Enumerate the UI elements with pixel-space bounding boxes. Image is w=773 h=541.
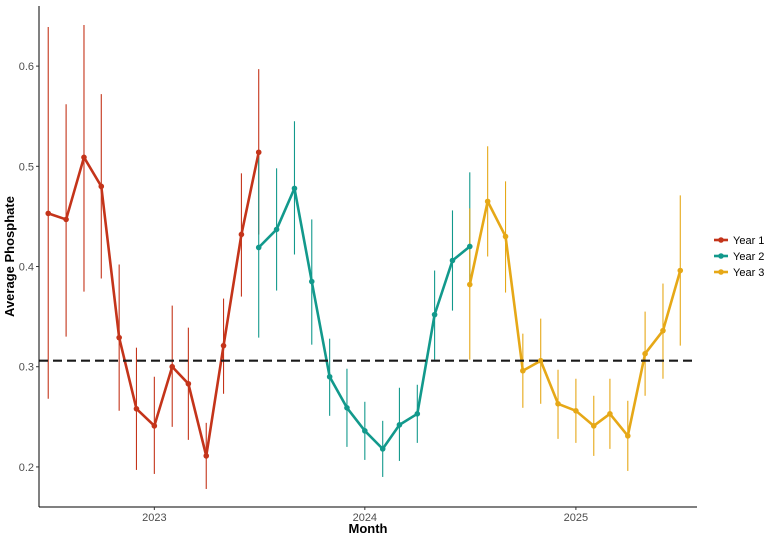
year-1-point [238,231,245,238]
year-3-point [607,411,613,417]
year-1-line [46,150,261,458]
year-1-legend-marker [718,237,724,243]
year-3-point [573,408,579,414]
year-3-legend-marker [718,269,724,275]
year-3-point [520,367,526,374]
year-2-legend-label: Year 2 [733,251,764,263]
x-axis-title: Month [349,521,388,536]
plot-area [39,25,697,489]
series-points [45,149,684,459]
year-1-legend-label: Year 1 [733,235,764,247]
year-2-point [291,185,298,192]
year-2-point [308,278,315,285]
year-3-legend-label: Year 3 [733,267,764,279]
y-ticks: 0.2 0.3 0.4 0.5 0.6 [19,61,39,474]
axes: 0.2 0.3 0.4 0.5 0.6 2023 2024 2025 Month Avera… [2,6,697,536]
year-2-point [326,373,333,380]
y-tick-label: 0.5 [19,161,34,173]
year-2-point [379,446,386,452]
year-1-point [203,453,210,459]
year-1-point [63,216,69,223]
year-1-point [185,380,192,387]
year-2-point [396,422,403,428]
year-2-line [257,187,472,451]
year-3-point [537,357,544,364]
year-2-point [255,244,262,251]
year-3-line [468,200,682,438]
year-2-point [466,243,473,250]
year-3-point [555,400,561,407]
x-tick-label: 2023 [142,512,166,524]
year-2-point [431,311,438,318]
year-1-point [45,210,52,217]
year-3-point [484,198,491,205]
y-tick-label: 0.3 [19,362,34,374]
x-ticks: 2023 2024 2025 [142,507,588,524]
y-tick-label: 0.6 [19,61,34,73]
year-1-point [151,423,158,429]
year-1-point [220,342,227,349]
year-1-point [169,363,176,370]
year-2-point [414,411,421,417]
year-1-point [81,154,87,161]
year-3-point [660,327,666,334]
year-1-point [133,406,140,412]
legend: Year 1 Year 2 Year 3 [714,235,764,279]
year-2-point [273,226,280,233]
year-1-point [116,334,122,341]
year-1-point [98,183,105,190]
y-tick-label: 0.4 [19,262,34,274]
year-3-point [502,233,509,240]
year-3-point [466,281,473,288]
y-tick-label: 0.2 [19,462,34,474]
x-tick-label: 2024 [353,512,377,524]
year-1-point [255,149,262,156]
year-2-point [362,428,368,434]
year-3-point [677,267,684,274]
y-axis-title: Average Phosphate [2,196,17,317]
year-2-point [449,257,456,264]
year-2-point [344,405,350,411]
year-2-legend-marker [718,253,724,259]
year-3-point [624,433,631,439]
year-3-point [590,423,597,429]
x-tick-label: 2025 [564,512,588,524]
year-3-point [642,350,648,357]
series-lines [46,150,682,458]
